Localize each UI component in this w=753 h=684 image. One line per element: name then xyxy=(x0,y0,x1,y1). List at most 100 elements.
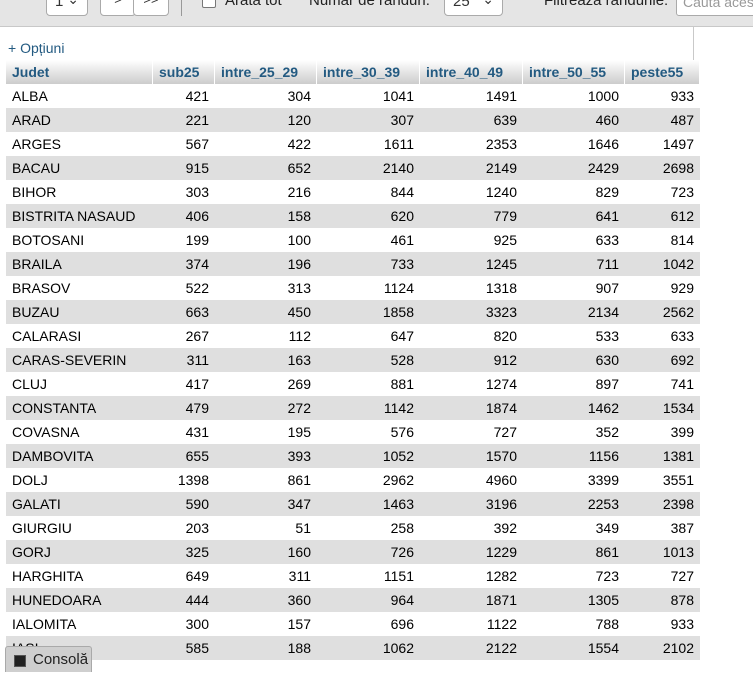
table-cell-value: 741 xyxy=(625,372,700,396)
table-cell-judet: COVASNA xyxy=(6,420,153,444)
chevron-down-icon: ⌄ xyxy=(482,0,494,8)
table-row[interactable]: ARGES 567 422 1611 2353 1646 1497 xyxy=(6,132,700,156)
table-cell-value: 612 xyxy=(625,204,700,228)
table-row[interactable]: IALOMITA 300 157 696 1122 788 933 xyxy=(6,612,700,636)
table-cell-value: 528 xyxy=(317,348,420,372)
filter-rows-label: Filtrează rândurile: xyxy=(544,0,669,9)
table-cell-value: 925 xyxy=(420,228,523,252)
table-cell-value: 163 xyxy=(215,348,317,372)
table-cell-judet: BISTRITA NASAUD xyxy=(6,204,153,228)
column-header-sub25[interactable]: sub25 xyxy=(153,60,215,84)
table-cell-value: 195 xyxy=(215,420,317,444)
table-row[interactable]: BOTOSANI 199 100 461 925 633 814 xyxy=(6,228,700,252)
table-row[interactable]: BRAILA 374 196 733 1245 711 1042 xyxy=(6,252,700,276)
table-cell-value: 522 xyxy=(153,276,215,300)
table-row[interactable]: HARGHITA 649 311 1151 1282 723 727 xyxy=(6,564,700,588)
table-cell-value: 3323 xyxy=(420,300,523,324)
table-cell-value: 325 xyxy=(153,540,215,564)
table-cell-value: 479 xyxy=(153,396,215,420)
table-row[interactable]: DAMBOVITA 655 393 1052 1570 1156 1381 xyxy=(6,444,700,468)
page-number-select[interactable]: 1 ⌄ xyxy=(46,0,88,16)
table-cell-value: 393 xyxy=(215,444,317,468)
table-row[interactable]: BIHOR 303 216 844 1240 829 723 xyxy=(6,180,700,204)
console-tab[interactable]: Consolă xyxy=(5,646,92,672)
table-row[interactable]: BRASOV 522 313 1124 1318 907 929 xyxy=(6,276,700,300)
table-row[interactable]: CARAS-SEVERIN 311 163 528 912 630 692 xyxy=(6,348,700,372)
table-row[interactable]: GORJ 325 160 726 1229 861 1013 xyxy=(6,540,700,564)
table-row[interactable]: HUNEDOARA 444 360 964 1871 1305 878 xyxy=(6,588,700,612)
last-page-button[interactable]: >> xyxy=(133,0,169,16)
table-cell-value: 387 xyxy=(625,516,700,540)
table-cell-value: 221 xyxy=(153,108,215,132)
table-cell-value: 1534 xyxy=(625,396,700,420)
column-header-intre-40-49[interactable]: intre_40_49 xyxy=(420,60,523,84)
table-cell-value: 203 xyxy=(153,516,215,540)
table-cell-value: 912 xyxy=(420,348,523,372)
table-cell-value: 303 xyxy=(153,180,215,204)
table-cell-judet: IALOMITA xyxy=(6,612,153,636)
options-link[interactable]: + Opțiuni xyxy=(8,40,65,56)
column-header-intre-25-29[interactable]: intre_25_29 xyxy=(215,60,317,84)
page-number-value: 1 xyxy=(55,0,64,10)
table-row[interactable]: BACAU 915 652 2140 2149 2429 2698 xyxy=(6,156,700,180)
table-cell-value: 444 xyxy=(153,588,215,612)
table-cell-value: 460 xyxy=(523,108,625,132)
table-cell-value: 907 xyxy=(523,276,625,300)
table-cell-value: 788 xyxy=(523,612,625,636)
rows-count-label: Număr de rânduri: xyxy=(309,0,430,9)
table-cell-judet: BACAU xyxy=(6,156,153,180)
next-page-button[interactable]: > xyxy=(100,0,136,16)
table-cell-value: 630 xyxy=(523,348,625,372)
table-cell-value: 1874 xyxy=(420,396,523,420)
table-cell-value: 2398 xyxy=(625,492,700,516)
table-cell-value: 881 xyxy=(317,372,420,396)
table-row[interactable]: CALARASI 267 112 647 820 533 633 xyxy=(6,324,700,348)
table-cell-judet: GORJ xyxy=(6,540,153,564)
table-cell-value: 844 xyxy=(317,180,420,204)
table-cell-value: 1318 xyxy=(420,276,523,300)
table-cell-value: 727 xyxy=(625,564,700,588)
table-row[interactable]: IASI5851881062212215542102 xyxy=(6,636,700,660)
table-cell-value: 2122 xyxy=(420,636,523,660)
table-row[interactable]: ALBA 421 304 1041 1491 1000 933 xyxy=(6,84,700,108)
table-cell-value: 112 xyxy=(215,324,317,348)
table-row[interactable]: BISTRITA NASAUD 406 158 620 779 641 612 xyxy=(6,204,700,228)
table-cell-value: 3196 xyxy=(420,492,523,516)
rows-count-select[interactable]: 25 ⌄ xyxy=(444,0,503,16)
table-cell-judet: DAMBOVITA xyxy=(6,444,153,468)
table-cell-value: 2562 xyxy=(625,300,700,324)
column-header-judet[interactable]: Judet xyxy=(6,60,153,84)
table-cell-value: 1570 xyxy=(420,444,523,468)
table-cell-judet: HARGHITA xyxy=(6,564,153,588)
table-cell-value: 258 xyxy=(317,516,420,540)
table-cell-value: 933 xyxy=(625,84,700,108)
column-header-peste55[interactable]: peste55 xyxy=(625,60,700,84)
table-cell-value: 4960 xyxy=(420,468,523,492)
table-row[interactable] xyxy=(6,660,700,684)
table-row[interactable]: CONSTANTA 479 272 1142 1874 1462 1534 xyxy=(6,396,700,420)
table-row[interactable]: GIURGIU 203 51 258 392 349 387 xyxy=(6,516,700,540)
table-row[interactable]: CLUJ 417 269 881 1274 897 741 xyxy=(6,372,700,396)
table-cell-value: 964 xyxy=(317,588,420,612)
table-row[interactable]: ARAD 221 120 307 639 460 487 xyxy=(6,108,700,132)
column-header-intre-50-55[interactable]: intre_50_55 xyxy=(523,60,625,84)
table-cell-value: 1245 xyxy=(420,252,523,276)
filter-rows-input[interactable]: Caută acest xyxy=(676,0,753,16)
table-row[interactable]: BUZAU 663 450 1858 3323 2134 2562 xyxy=(6,300,700,324)
table-row[interactable]: GALATI 590 347 1463 3196 2253 2398 xyxy=(6,492,700,516)
table-cell-value: 352 xyxy=(523,420,625,444)
table-row[interactable]: DOLJ 1398 861 2962 4960 3399 3551 xyxy=(6,468,700,492)
table-cell-judet: HUNEDOARA xyxy=(6,588,153,612)
show-all-checkbox[interactable] xyxy=(202,0,216,8)
table-cell-value: 1229 xyxy=(420,540,523,564)
table-cell-value: 1871 xyxy=(420,588,523,612)
table-cell-value: 567 xyxy=(153,132,215,156)
table-cell-value xyxy=(625,660,700,684)
table-cell-value: 861 xyxy=(523,540,625,564)
table-row[interactable]: COVASNA 431 195 576 727 352 399 xyxy=(6,420,700,444)
table-cell-value: 2149 xyxy=(420,156,523,180)
column-header-intre-30-39[interactable]: intre_30_39 xyxy=(317,60,420,84)
table-cell-value: 1042 xyxy=(625,252,700,276)
table-cell-value: 820 xyxy=(420,324,523,348)
table-cell-value: 51 xyxy=(215,516,317,540)
